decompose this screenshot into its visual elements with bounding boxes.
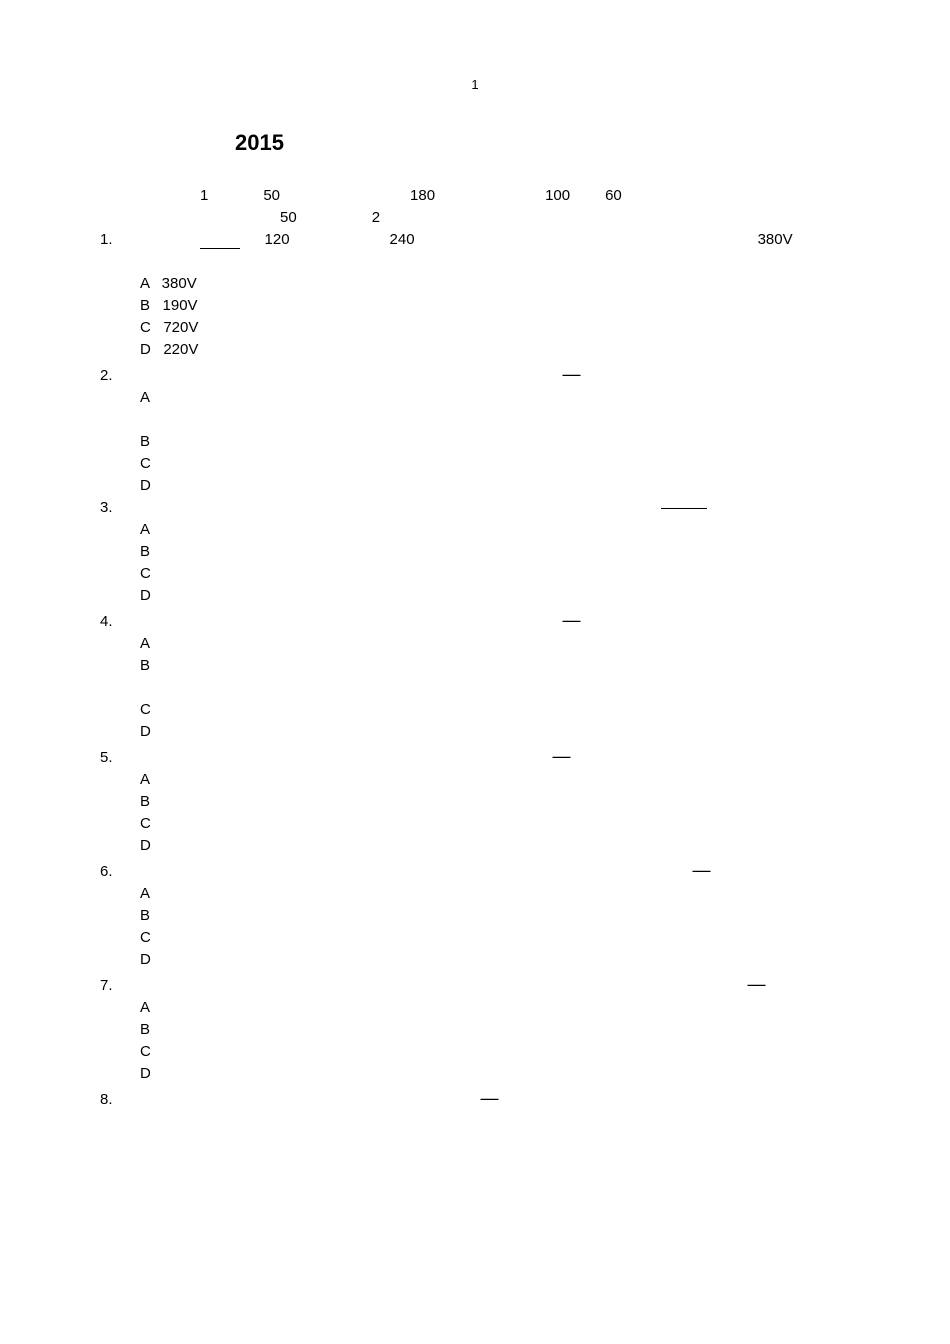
opt5-b: B [90, 791, 860, 813]
dash-q7: — [748, 971, 766, 997]
top-line-1: 1 50 180 100 60 [90, 185, 860, 207]
q7-num: 7. [100, 975, 113, 997]
opt5-d: D [90, 835, 860, 857]
tl2-c2: 2 [372, 207, 380, 229]
q3-num: 3. [100, 497, 113, 519]
opt7-a: A [90, 997, 860, 1019]
year-heading: 2015 [235, 130, 284, 156]
opt2-b: B [90, 431, 860, 453]
opt6-c: C [90, 927, 860, 949]
opt1-a: A 380V [90, 273, 860, 295]
q1-c: 380V [758, 229, 793, 251]
tl1-c4: 100 [545, 185, 570, 207]
dash-q2: — [563, 361, 581, 387]
top-line-2: 50 2 [90, 207, 860, 229]
tl2-c1: 50 [280, 207, 297, 229]
opt3-a: A [90, 519, 860, 541]
dash-q8: — [481, 1085, 499, 1111]
dash-q6: — [693, 857, 711, 883]
opt1-d: D 220V [90, 339, 860, 361]
opt7-b: B [90, 1019, 860, 1041]
dash-q5: — [553, 743, 571, 769]
opt1-b: B 190V [90, 295, 860, 317]
q4-num: 4. [100, 611, 113, 633]
q2-num: 2. [100, 365, 113, 387]
tl1-c1: 1 [200, 185, 208, 207]
q5-num: 5. [100, 747, 113, 769]
q3-line: 3. [90, 497, 860, 519]
dash-q4: — [563, 607, 581, 633]
opt6-b: B [90, 905, 860, 927]
q1-a: 120 [265, 229, 290, 251]
q1-b: 240 [390, 229, 415, 251]
opt5-a: A [90, 769, 860, 791]
q8-line: 8. — [90, 1085, 860, 1111]
opt6-d: D [90, 949, 860, 971]
opt5-c: C [90, 813, 860, 835]
opt2-c: C [90, 453, 860, 475]
page-number: 1 [471, 77, 478, 92]
q8-num: 8. [100, 1089, 113, 1111]
opt3-b: B [90, 541, 860, 563]
opt4-b: B [90, 655, 860, 677]
spacer-4 [90, 677, 860, 699]
q1-blank-line [90, 251, 860, 273]
tl1-c2: 50 [263, 185, 280, 207]
opt7-d: D [90, 1063, 860, 1085]
blank-q3 [661, 508, 707, 509]
opt4-a: A [90, 633, 860, 655]
spacer-2 [90, 409, 860, 431]
content-block: 1 50 180 100 60 50 2 1. 120 240 380V [90, 185, 860, 1112]
tl1-c3: 180 [410, 185, 435, 207]
opt6-a: A [90, 883, 860, 905]
opt3-c: C [90, 563, 860, 585]
q7-line: 7. — [90, 971, 860, 997]
opt1-c: C 720V [90, 317, 860, 339]
opt2-d: D [90, 475, 860, 497]
q2-line: 2. — [90, 361, 860, 387]
opt3-d: D [90, 585, 860, 607]
opt7-c: C [90, 1041, 860, 1063]
opt2-a: A [90, 387, 860, 409]
opt4-c: C [90, 699, 860, 721]
q1-num: 1. [100, 229, 113, 251]
q4-line: 4. — [90, 607, 860, 633]
tl1-c5: 60 [605, 185, 622, 207]
q6-line: 6. — [90, 857, 860, 883]
q5-line: 5. — [90, 743, 860, 769]
page: 2015 1 50 180 100 60 50 2 1. 120 240 [0, 0, 950, 120]
q6-num: 6. [100, 861, 113, 883]
opt4-d: D [90, 721, 860, 743]
blank-q1 [200, 248, 240, 249]
